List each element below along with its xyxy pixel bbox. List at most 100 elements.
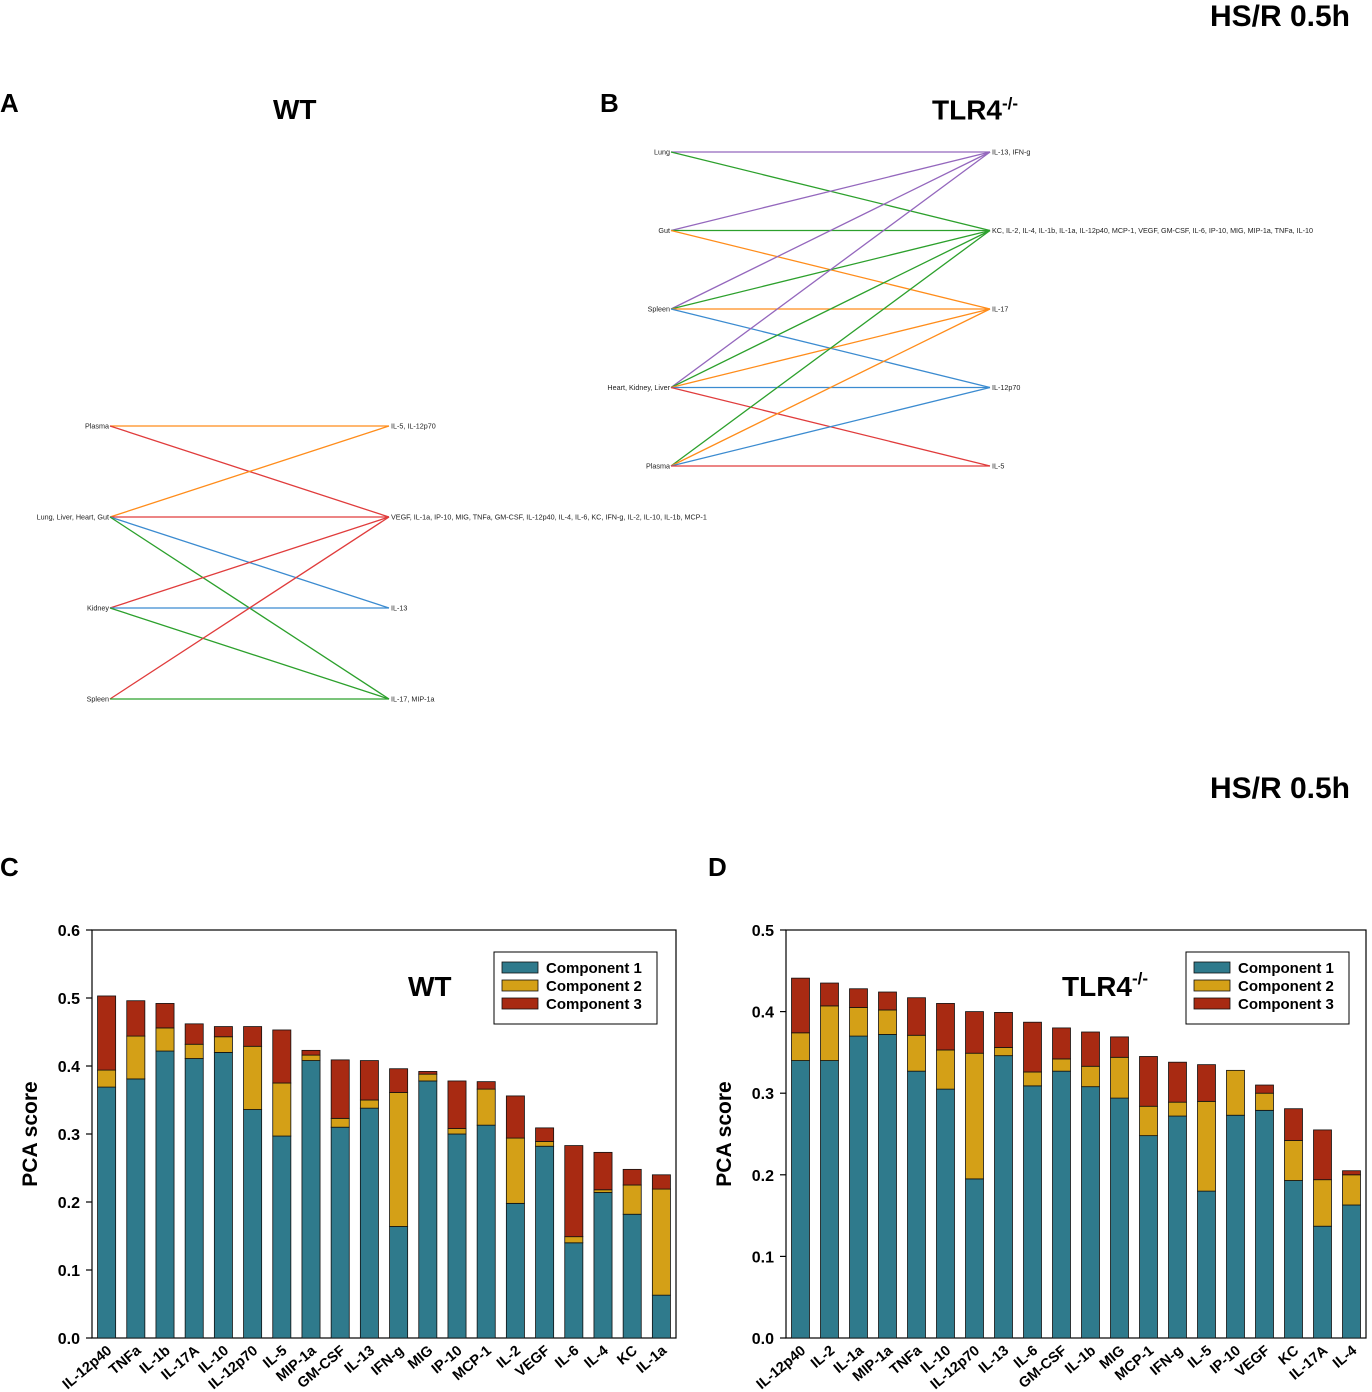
chart-d-legend-label-1: Component 1	[1238, 960, 1334, 977]
chart-c-bar-kc-component-1	[622, 1213, 642, 1339]
chart-d-bar-il-10-component-1	[936, 1088, 955, 1339]
chart-c-bar-vegf-component-1	[535, 1145, 555, 1339]
chart-c-legend-swatch-3	[501, 997, 539, 1010]
network-edge-6	[109, 516, 390, 609]
chart-d-bar-mcp-1-component-3	[1139, 1056, 1158, 1107]
chart-c-bar-il-4-component-1	[593, 1192, 613, 1339]
chart-c-bar-il-13-component-1	[359, 1107, 379, 1339]
chart-c-xtick-label-vegf: VEGF	[513, 1343, 554, 1381]
chart-d-bar-il-10-component-2	[936, 1049, 955, 1090]
chart-d-bar-il-6-component-1	[1023, 1085, 1042, 1339]
chart-c-bar-tnfa-component-2	[126, 1035, 146, 1080]
chart-c-bar-gm-csf-component-1	[330, 1126, 350, 1339]
chart-d-bar-il-4-component-3	[1342, 1170, 1361, 1176]
chart-d-bar-il-13-component-1	[994, 1055, 1013, 1339]
chart-d-bar-ip-10-component-1	[1226, 1114, 1245, 1339]
chart-c-bar-il-4-component-3	[593, 1151, 613, 1191]
chart-d-bar-il-2-component-2	[820, 1005, 839, 1061]
chart-d-xtick-label-il-13: IL-13	[976, 1343, 1012, 1377]
chart-c-bar-il-1b-component-3	[155, 1003, 175, 1029]
chart-c-bar-il-4-component-2	[593, 1189, 613, 1193]
chart-d-bar-il-12p70-component-3	[965, 1011, 984, 1054]
chart-d-bar-il-2-component-1	[820, 1060, 839, 1339]
chart-d-chart-title: TLR4-/-	[1062, 969, 1148, 1002]
chart-c-bar-ip-10-component-1	[447, 1133, 467, 1339]
chart-c-legend-swatch-1	[501, 961, 539, 974]
chart-d-bar-il-4-component-1	[1342, 1204, 1361, 1339]
chart-d-plot-frame	[785, 929, 1367, 1339]
chart-c-bar-il-17a-component-3	[184, 1023, 204, 1045]
chart-d-ytick-label: 0.0	[752, 1331, 774, 1348]
chart-c-bar-il-6-component-2	[564, 1236, 584, 1244]
chart-c-legend-label-2: Component 2	[546, 978, 642, 995]
left-node-lung: Lung	[654, 148, 670, 157]
chart-d-bar-il-6-component-2	[1023, 1071, 1042, 1087]
chart-d-bar-il-5-component-2	[1197, 1100, 1216, 1192]
chart-c-bar-il-2-component-2	[505, 1137, 525, 1204]
chart-d-bar-mip-1a-component-3	[878, 991, 897, 1011]
chart-c-bar-il-1a-component-3	[651, 1174, 671, 1190]
left-node-heart-kidney-liver: Heart, Kidney, Liver	[607, 383, 670, 392]
chart-d-ytick-label: 0.2	[752, 1168, 774, 1185]
chart-c-bar-mip-1a-component-2	[301, 1054, 321, 1061]
chart-d-bar-il-12p40-component-2	[791, 1032, 810, 1061]
chart-c-xtick-label-tnfa: TNFa	[106, 1342, 145, 1378]
panel-d-letter: D	[708, 852, 727, 882]
chart-c-bar-mig-component-1	[418, 1080, 438, 1339]
chart-d-xtick-label-vegf: VEGF	[1233, 1343, 1274, 1381]
chart-c-xtick-label-il-6: IL-6	[552, 1343, 582, 1372]
chart-d-bar-il-5-component-1	[1197, 1190, 1216, 1339]
chart-c-bar-ifn-g-component-1	[389, 1226, 409, 1339]
chart-d-bar-il-12p70-component-1	[965, 1178, 984, 1339]
network-edge-10	[670, 229, 991, 389]
chart-d-bar-ifn-g-component-3	[1168, 1061, 1187, 1103]
chart-c-bar-il-10-component-1	[213, 1051, 233, 1339]
chart-c-bar-il-6-component-1	[564, 1242, 584, 1339]
left-node-spleen: Spleen	[87, 695, 109, 704]
chart-d-legend-label-3: Component 3	[1238, 996, 1334, 1013]
chart-c-bar-tnfa-component-1	[126, 1078, 146, 1339]
panel-b-title-sup: -/-	[1002, 94, 1019, 113]
chart-d-ytick-label: 0.4	[752, 1005, 774, 1022]
chart-c-bar-tnfa-component-3	[126, 1000, 146, 1037]
chart-c-bar-il-6-component-3	[564, 1145, 584, 1238]
chart-c-bar-mig-component-2	[418, 1073, 438, 1082]
chart-c-bar-il-5-component-2	[272, 1082, 292, 1137]
chart-c-ytick-label: 0.2	[58, 1195, 80, 1212]
chart-c-bar-il-12p70-component-1	[243, 1109, 263, 1339]
chart-c-bar-il-12p70-component-2	[243, 1045, 263, 1110]
chart-d-bar-il-17a-component-2	[1313, 1179, 1332, 1227]
chart-c-bar-il-1a-component-2	[651, 1188, 671, 1296]
chart-c-bar-mcp-1-component-1	[476, 1124, 496, 1339]
chart-c-bar-il-1b-component-1	[155, 1050, 175, 1339]
chart-c-bar-ifn-g-component-3	[389, 1068, 409, 1093]
chart-d-bar-il-13-component-3	[994, 1012, 1013, 1048]
chart-c-legend-swatch-2	[501, 979, 539, 992]
network-edge-2	[109, 425, 390, 518]
chart-d-xtick-label-il-1b: IL-1b	[1062, 1343, 1099, 1378]
right-node-3: IL-12p70	[992, 383, 1020, 392]
network-edge-5	[670, 151, 991, 310]
chart-c-bar-il-2-component-3	[505, 1095, 525, 1139]
chart-d-bar-il-17a-component-1	[1313, 1225, 1332, 1339]
chart-d-bar-vegf-component-1	[1255, 1109, 1274, 1339]
chart-d-bar-kc-component-2	[1284, 1140, 1303, 1181]
panel-a-title: WT	[273, 94, 317, 125]
chart-d-bar-tnfa-component-3	[907, 997, 926, 1036]
chart-d-bar-il-1b-component-1	[1081, 1086, 1100, 1339]
chart-c-bar-gm-csf-component-3	[330, 1059, 350, 1119]
chart-c-bar-il-1a-component-1	[651, 1294, 671, 1339]
network-panel-b: Lung Gut Spleen Heart, Kidney, Liver Plasma I…	[607, 148, 1313, 471]
chart-d-xtick-label-il-12p40: IL-12p40	[754, 1343, 809, 1392]
chart-c-bar-ip-10-component-2	[447, 1128, 467, 1135]
chart-d-bar-ip-10-component-2	[1226, 1069, 1245, 1116]
left-node-plasma: Plasma	[85, 422, 109, 431]
chart-d-bar-il-1a-component-3	[849, 988, 868, 1008]
chart-c-bar-ip-10-component-3	[447, 1080, 467, 1129]
chart-c-chart-title: WT	[408, 971, 452, 1002]
chart-c-ytick-label: 0.6	[58, 923, 80, 940]
network-edge-15	[670, 308, 991, 467]
chart-c-bar-il-10-component-2	[213, 1036, 233, 1053]
chart-d-bar-il-12p40-component-3	[791, 977, 810, 1034]
